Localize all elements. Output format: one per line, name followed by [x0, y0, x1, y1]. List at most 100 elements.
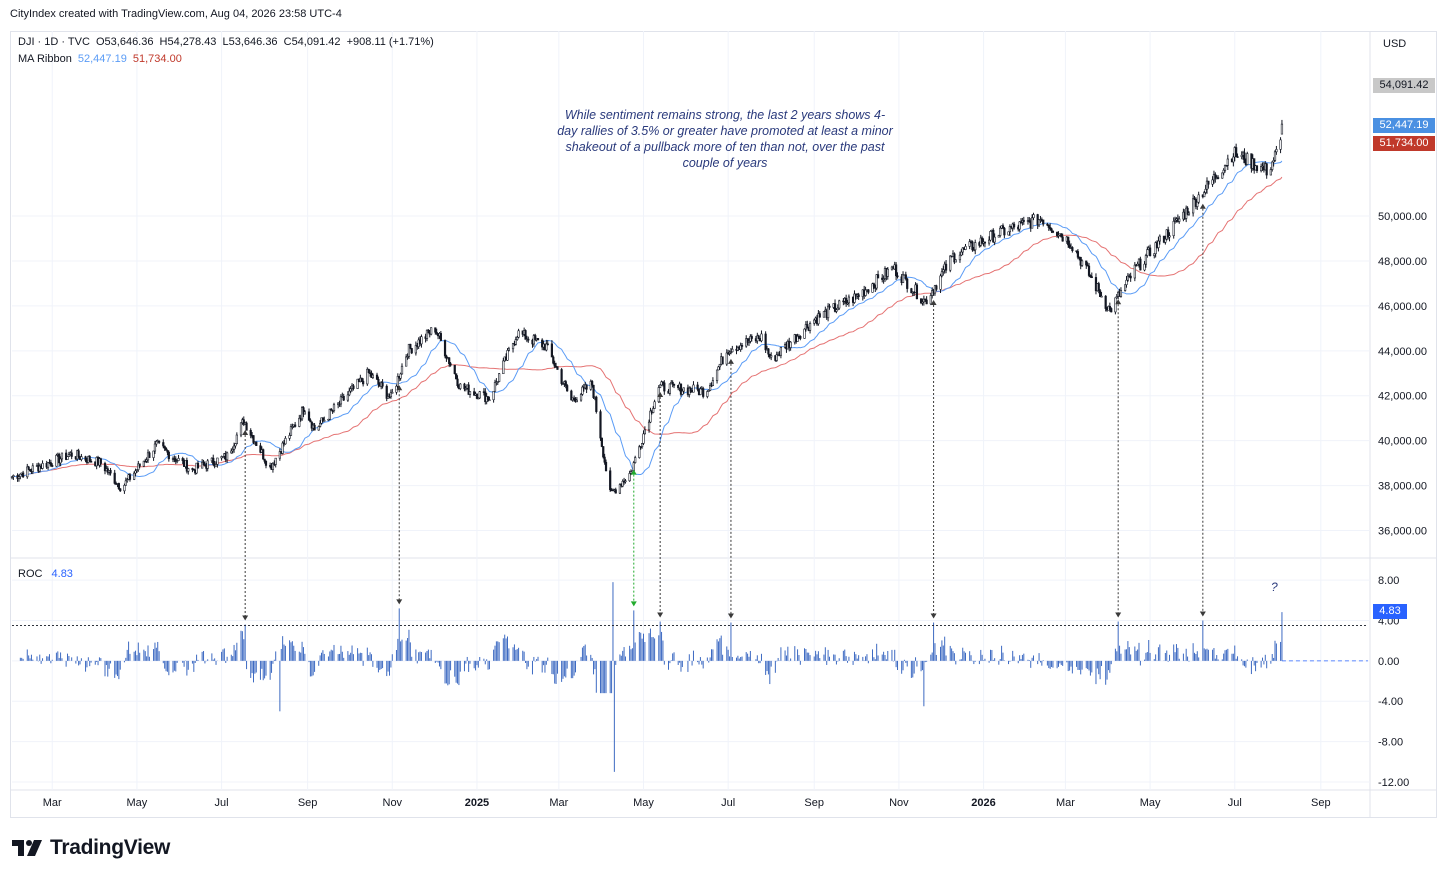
time-tick-label: Jul — [215, 797, 229, 809]
candle-body — [600, 437, 603, 447]
candle-body — [747, 341, 751, 343]
candle-body — [564, 381, 567, 386]
candle-body — [263, 458, 266, 462]
candle-body — [929, 295, 932, 305]
candle-body — [671, 381, 674, 385]
candle-body — [46, 462, 50, 468]
candle-body — [524, 330, 527, 340]
candle-body — [269, 465, 272, 467]
candle-body — [1007, 231, 1010, 236]
candle-body — [226, 452, 229, 461]
time-tick-label: Sep — [1311, 797, 1331, 809]
candle-body — [59, 458, 62, 464]
candle-body — [689, 387, 692, 392]
candle-body — [974, 242, 977, 251]
roc-tick-label: -8.00 — [1378, 737, 1403, 749]
candle-body — [968, 241, 971, 247]
price-tick-label: 36,000.00 — [1378, 526, 1427, 538]
candle-body — [477, 397, 480, 400]
candle-body — [699, 388, 702, 395]
time-tick-label: 2026 — [971, 797, 995, 809]
candle-body — [561, 383, 565, 385]
candle-body — [1114, 297, 1117, 313]
candle-body — [167, 451, 170, 460]
candle-body — [764, 333, 767, 351]
candle-body — [1243, 152, 1246, 164]
currency-label[interactable]: USD — [1383, 38, 1407, 50]
candle-body — [232, 445, 236, 450]
candle-body — [717, 366, 720, 371]
candle-body — [406, 356, 409, 358]
candle-body — [323, 419, 326, 422]
candle-body — [709, 384, 712, 391]
candle-body — [1197, 194, 1200, 203]
candle-body — [1060, 233, 1063, 238]
candle-body — [230, 450, 233, 454]
candle-body — [439, 333, 442, 341]
ribbon-legend: MA Ribbon 52,447.19 51,734.00 — [18, 53, 185, 65]
main-legend: DJI · 1D · TVC O53,646.36 H54,278.43 L53… — [18, 36, 437, 48]
candle-body — [163, 445, 166, 449]
candle-body — [649, 410, 652, 423]
candle-body — [303, 411, 306, 415]
tradingview-logo[interactable]: TradingView — [12, 836, 170, 860]
candle-body — [618, 484, 622, 494]
candle-body — [1099, 290, 1102, 297]
time-tick-label: 2025 — [465, 797, 489, 809]
time-tick-label: Mar — [549, 797, 568, 809]
candle-body — [264, 460, 268, 466]
candle-body — [77, 450, 80, 458]
candle-body — [1205, 180, 1209, 190]
candle-body — [575, 399, 578, 403]
candle-body — [882, 278, 885, 280]
candle-body — [1042, 219, 1045, 225]
candle-body — [1203, 192, 1206, 198]
candle-body — [425, 329, 429, 339]
candle-body — [789, 341, 792, 348]
candle-body — [409, 343, 412, 349]
candle-body — [445, 355, 448, 359]
tradingview-logo-icon — [12, 840, 42, 856]
candle-body — [202, 461, 205, 465]
candle-body — [1148, 247, 1152, 257]
candle-body — [420, 336, 423, 345]
candle-body — [514, 339, 517, 345]
candles-layer — [10, 119, 1284, 495]
candle-body — [1225, 165, 1228, 167]
candle-body — [833, 303, 837, 312]
candle-body — [1125, 279, 1128, 286]
candle-body — [707, 389, 710, 392]
shakeout-arrow-head — [630, 601, 637, 607]
shakeout-arrow-head — [1199, 611, 1206, 617]
candle-body — [989, 231, 992, 241]
candle-body — [475, 393, 479, 399]
candle-body — [1129, 275, 1132, 279]
candle-body — [942, 269, 945, 273]
candle-body — [496, 381, 499, 383]
candle-body — [109, 470, 112, 474]
candle-body — [1067, 236, 1070, 246]
candle-body — [375, 374, 379, 380]
candle-body — [846, 302, 849, 305]
candle-body — [1214, 174, 1217, 179]
candle-body — [828, 305, 831, 308]
candle-body — [1144, 255, 1148, 265]
candle-body — [278, 451, 281, 459]
candle-body — [60, 452, 64, 460]
candle-body — [806, 324, 809, 329]
candle-body — [871, 283, 874, 293]
candle-body — [430, 327, 433, 335]
close-value: C54,091.42 — [283, 36, 341, 48]
shakeout-arrow-head — [727, 613, 734, 619]
candle-body — [262, 449, 265, 460]
candle-body — [1104, 295, 1107, 309]
candle-body — [872, 283, 875, 287]
candle-body — [103, 463, 107, 472]
shakeout-arrow-tail — [657, 391, 664, 397]
candle-body — [659, 384, 662, 388]
candle-body — [643, 429, 646, 435]
candle-body — [1090, 276, 1093, 278]
candle-body — [187, 468, 190, 472]
candle-body — [414, 345, 417, 354]
